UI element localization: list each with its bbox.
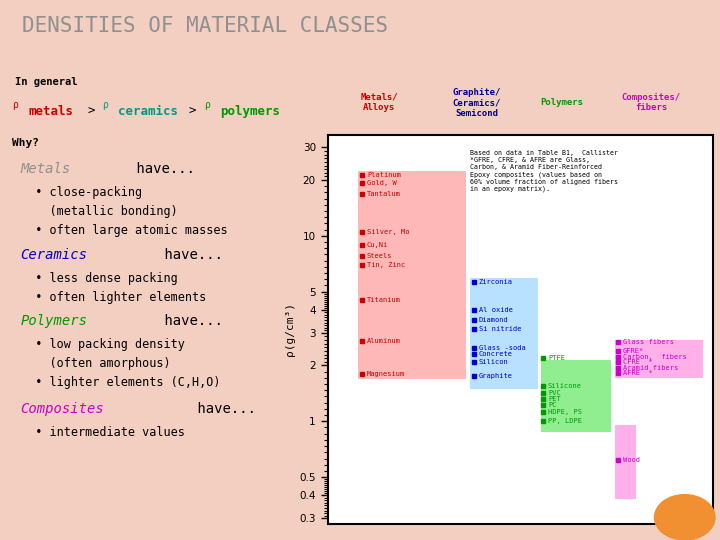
Text: ρ: ρ bbox=[204, 100, 210, 111]
Text: • lighter elements (C,H,O): • lighter elements (C,H,O) bbox=[21, 376, 220, 389]
FancyBboxPatch shape bbox=[541, 360, 611, 431]
Text: Titanium: Titanium bbox=[367, 297, 401, 303]
Text: Glass -soda: Glass -soda bbox=[479, 345, 526, 350]
Text: • less dense packing: • less dense packing bbox=[21, 272, 177, 285]
Text: • often lighter elements: • often lighter elements bbox=[21, 291, 206, 303]
Text: Aramid fibers: Aramid fibers bbox=[623, 364, 678, 370]
Text: Tantalum: Tantalum bbox=[367, 191, 401, 197]
Text: PC: PC bbox=[548, 402, 557, 408]
Text: Diamond: Diamond bbox=[479, 318, 508, 323]
Text: Glass fibers: Glass fibers bbox=[623, 339, 674, 345]
Circle shape bbox=[654, 495, 715, 540]
Text: Polymers: Polymers bbox=[21, 314, 88, 328]
Text: Ceramics: Ceramics bbox=[21, 248, 88, 262]
Text: PVC: PVC bbox=[548, 390, 561, 396]
Text: Polymers: Polymers bbox=[541, 98, 583, 107]
Text: AFRE  *: AFRE * bbox=[623, 370, 653, 376]
Text: Zirconia: Zirconia bbox=[479, 279, 513, 285]
FancyBboxPatch shape bbox=[615, 426, 636, 499]
Text: Tin, Zinc: Tin, Zinc bbox=[367, 261, 405, 268]
Text: • low packing density: • low packing density bbox=[21, 338, 184, 351]
Text: have...: have... bbox=[189, 402, 256, 416]
Text: Metals/
Alloys: Metals/ Alloys bbox=[361, 93, 398, 112]
Y-axis label: ρ(g/cm³): ρ(g/cm³) bbox=[285, 302, 295, 356]
Text: have...: have... bbox=[128, 162, 195, 176]
Text: have...: have... bbox=[156, 314, 223, 328]
Text: PET: PET bbox=[548, 396, 561, 402]
Text: • close-packing: • close-packing bbox=[21, 186, 142, 199]
Text: Concrete: Concrete bbox=[479, 351, 513, 357]
Text: (metallic bonding): (metallic bonding) bbox=[21, 205, 177, 218]
Text: Magnesium: Magnesium bbox=[367, 371, 405, 377]
Text: ρ: ρ bbox=[12, 100, 18, 111]
Text: Composites: Composites bbox=[21, 402, 104, 416]
Text: Silver, Mo: Silver, Mo bbox=[367, 229, 410, 235]
Text: • often large atomic masses: • often large atomic masses bbox=[21, 224, 228, 237]
Text: Si nitride: Si nitride bbox=[479, 326, 521, 332]
Text: Silicon: Silicon bbox=[479, 359, 508, 364]
Text: Steels: Steels bbox=[367, 253, 392, 259]
Text: Graphite/
Ceramics/
Semicond: Graphite/ Ceramics/ Semicond bbox=[453, 87, 501, 118]
Text: polymers: polymers bbox=[220, 105, 280, 118]
Text: Why?: Why? bbox=[12, 138, 39, 149]
Text: HDPE, PS: HDPE, PS bbox=[548, 409, 582, 415]
Text: PP, LDPE: PP, LDPE bbox=[548, 418, 582, 424]
Text: Graphite: Graphite bbox=[479, 373, 513, 379]
Text: In general: In general bbox=[14, 77, 77, 87]
Text: ρ: ρ bbox=[102, 100, 108, 111]
Text: Cu,Ni: Cu,Ni bbox=[367, 242, 388, 248]
FancyBboxPatch shape bbox=[359, 171, 467, 379]
Text: PTFE: PTFE bbox=[548, 355, 565, 361]
Text: Aluminum: Aluminum bbox=[367, 339, 401, 345]
Text: metals: metals bbox=[28, 105, 73, 118]
Text: ceramics: ceramics bbox=[118, 105, 178, 118]
Text: • intermediate values: • intermediate values bbox=[21, 426, 184, 439]
Text: Gold, W: Gold, W bbox=[367, 180, 397, 186]
Text: Wood: Wood bbox=[623, 457, 640, 463]
Text: Composites/
fibers: Composites/ fibers bbox=[621, 93, 681, 112]
Text: Platinum: Platinum bbox=[367, 172, 401, 178]
Text: Metals: Metals bbox=[21, 162, 71, 176]
Text: have...: have... bbox=[156, 248, 223, 262]
Text: Al oxide: Al oxide bbox=[479, 307, 513, 313]
Text: GFRE*: GFRE* bbox=[623, 348, 644, 354]
Text: >: > bbox=[87, 105, 94, 118]
Text: >: > bbox=[189, 105, 197, 118]
Text: CFRE  *: CFRE * bbox=[623, 359, 653, 366]
FancyBboxPatch shape bbox=[470, 278, 538, 389]
Text: Silicone: Silicone bbox=[548, 383, 582, 389]
Text: DENSITIES OF MATERIAL CLASSES: DENSITIES OF MATERIAL CLASSES bbox=[22, 16, 388, 36]
Text: Carbon,  fibers: Carbon, fibers bbox=[623, 354, 687, 360]
Text: Based on data in Table B1,  Callister
*GFRE, CFRE, & AFRE are Glass,
Carbon, & A: Based on data in Table B1, Callister *GF… bbox=[470, 150, 618, 192]
Text: (often amorphous): (often amorphous) bbox=[21, 357, 171, 370]
FancyBboxPatch shape bbox=[615, 340, 703, 377]
